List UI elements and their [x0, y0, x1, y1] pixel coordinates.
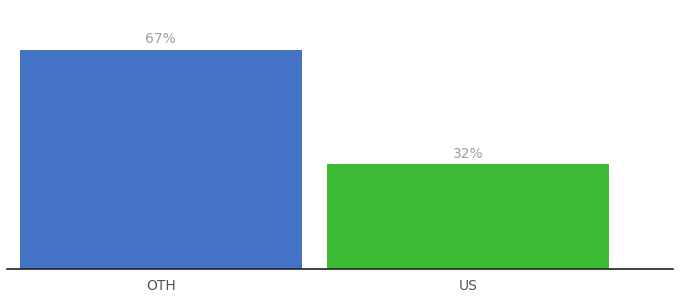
- Text: 67%: 67%: [146, 32, 176, 46]
- Bar: [327, 164, 609, 269]
- Bar: [20, 50, 301, 269]
- Text: 32%: 32%: [453, 147, 483, 161]
